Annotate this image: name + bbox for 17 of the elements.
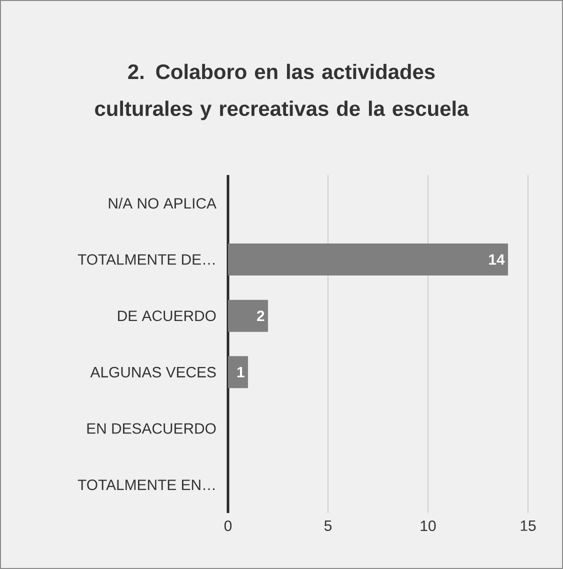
y-tick-label: TOTALMENTE EN… [78,480,214,490]
y-tick-label: EN DESACUERDO [87,423,216,434]
x-tick-label: 5 [324,520,332,531]
data-label: 14 [489,254,505,265]
y-tick-label: DE ACUERDO [118,310,216,322]
y-tick-label: N/A NO APLICA [108,198,216,209]
bar [228,300,268,332]
x-tick-label: 15 [520,520,536,531]
y-tick-label: ALGUNAS VECES [90,366,216,378]
bar [228,244,508,276]
y-tick-label: TOTALMENTE DE… [78,254,214,265]
x-tick-label: 0 [224,520,232,532]
bar [228,356,248,388]
data-label: 1 [237,367,244,378]
chart-title: 2. Colaboro en las actividades culturales y recreativas de la escuela [95,64,469,120]
data-label: 2 [257,310,264,322]
x-tick-label: 10 [420,520,436,532]
